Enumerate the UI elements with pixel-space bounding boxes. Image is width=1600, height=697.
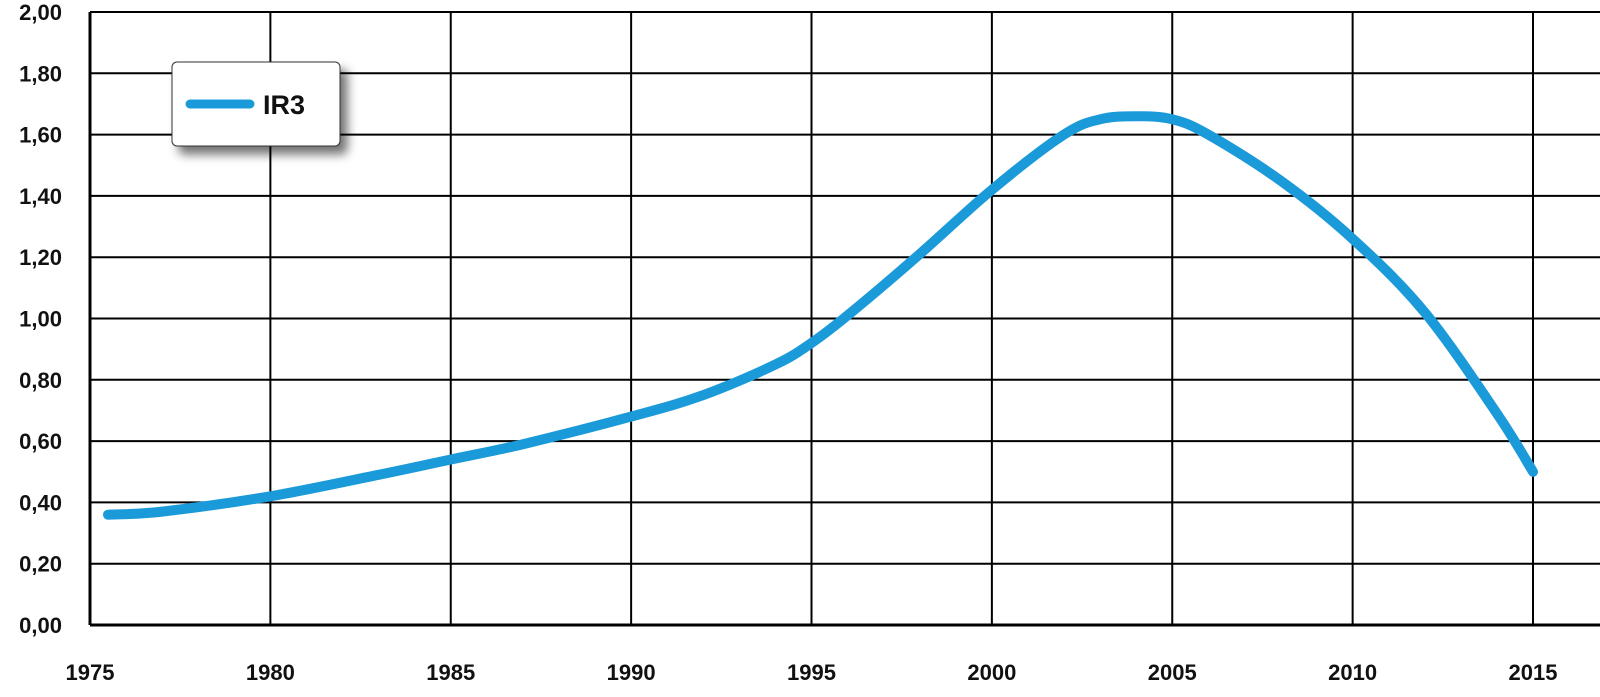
x-tick-label: 1995 — [787, 660, 836, 685]
y-tick-label: 1,60 — [19, 123, 62, 148]
x-axis-tick-labels: 1975 1980 1985 1990 1995 2000 2005 2010 2015 — [66, 660, 1558, 685]
legend: IR3 — [171, 61, 341, 147]
legend-box — [171, 61, 341, 147]
y-tick-label: 2,00 — [19, 0, 62, 25]
series-layer — [103, 111, 1538, 520]
y-tick-label: 0,60 — [19, 429, 62, 454]
x-tick-label: 1980 — [246, 660, 295, 685]
x-tick-label: 2010 — [1328, 660, 1377, 685]
y-tick-label: 1,20 — [19, 245, 62, 270]
x-tick-label: 2015 — [1509, 660, 1558, 685]
y-tick-label: 1,40 — [19, 184, 62, 209]
y-tick-label: 0,20 — [19, 552, 62, 577]
legend-label: IR3 — [263, 90, 305, 120]
x-tick-label: 1985 — [426, 660, 475, 685]
y-tick-label: 1,80 — [19, 61, 62, 86]
series-line-ir3 — [103, 111, 1538, 520]
x-tick-label: 1975 — [66, 660, 115, 685]
x-tick-label: 2000 — [967, 660, 1016, 685]
x-tick-label: 1990 — [607, 660, 656, 685]
y-tick-label: 0,00 — [19, 613, 62, 638]
y-tick-label: 0,40 — [19, 490, 62, 515]
y-tick-label: 1,00 — [19, 307, 62, 332]
y-axis-tick-labels: 0,00 0,20 0,40 0,60 0,80 1,00 1,20 1,40 1,60 1,80… — [19, 0, 62, 638]
y-tick-label: 0,80 — [19, 368, 62, 393]
x-tick-label: 2005 — [1148, 660, 1197, 685]
